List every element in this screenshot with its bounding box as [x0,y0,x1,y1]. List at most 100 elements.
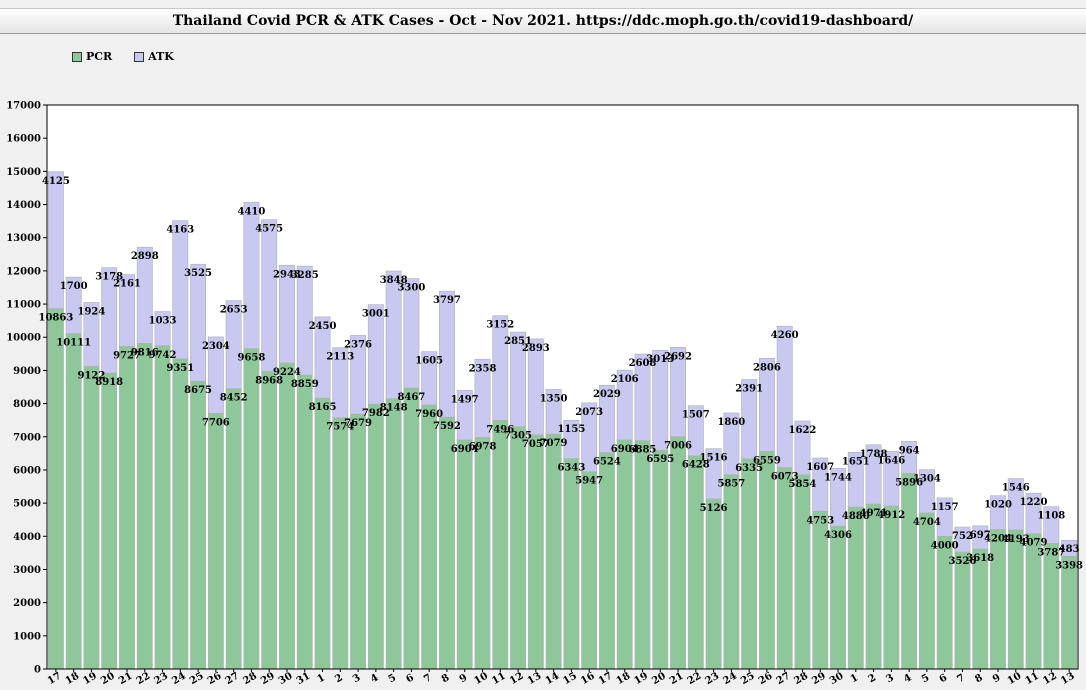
data-label-atk: 964 [899,445,920,456]
legend: PCR ATK [72,50,174,63]
data-label-pcr: 5896 [895,477,923,488]
bar-pcr [279,362,295,670]
data-label-atk: 2391 [735,384,763,395]
data-label-atk: 1157 [931,502,959,513]
data-label-atk: 2029 [593,389,621,400]
data-label-pcr: 8467 [397,392,425,403]
data-label-atk: 2898 [131,251,159,262]
bar-atk [954,526,971,553]
data-label-atk: 3013 [646,354,674,365]
data-label-pcr: 5854 [789,479,817,490]
y-tick-label: 9000 [13,366,41,377]
data-label-atk: 4575 [255,224,283,235]
x-tick-label: 4 [902,672,914,685]
bar-atk [332,347,349,419]
bar-atk [279,265,295,364]
bar-pcr [332,417,349,670]
bar-atk [403,278,420,389]
data-label-pcr: 9727 [113,350,141,361]
data-label-atk: 2113 [326,352,354,363]
data-label-pcr: 4306 [824,530,852,541]
data-label-pcr: 6428 [682,460,710,471]
bar-atk [367,304,384,405]
bar-pcr [883,505,900,670]
data-label-pcr: 7982 [362,408,390,419]
x-tick-label: 11 [490,671,508,687]
data-label-atk: 3300 [397,283,425,294]
bar-atk [598,384,615,453]
data-label-atk: 4163 [166,225,194,236]
data-label-pcr: 10863 [38,313,73,324]
y-tick-label: 17000 [6,101,41,112]
bar-pcr [296,374,313,670]
bar-pcr [47,308,64,670]
data-label-pcr: 9351 [166,363,194,374]
bar-atk [172,220,189,360]
data-label-pcr: 6978 [469,441,497,452]
bar-atk [670,346,686,437]
bar-atk [136,246,153,344]
bar-pcr [687,455,704,670]
data-label-atk: 3178 [95,272,123,283]
data-label-pcr: 9224 [273,367,301,378]
bar-pcr [563,458,580,670]
data-label-atk: 1033 [149,316,177,327]
legend-label-atk: ATK [148,50,174,63]
data-label-atk: 752 [952,531,973,542]
y-tick-label: 14000 [6,200,41,211]
data-label-atk: 2073 [575,407,603,418]
x-tick-label: 5 [920,672,932,685]
data-label-pcr: 4753 [806,515,834,526]
bar-pcr [741,458,758,670]
x-tick-label: 21 [668,671,686,687]
data-label-atk: 2376 [344,339,372,350]
data-label-pcr: 6335 [735,463,763,474]
bar-atk [350,335,367,415]
x-tick-label: 17 [46,671,64,688]
x-tick-label: 18 [64,671,82,688]
bar-atk [918,469,935,514]
bar-pcr [403,387,420,670]
data-label-pcr: 6524 [593,457,621,468]
data-label-pcr: 8918 [95,377,123,388]
x-tick-label: 25 [188,671,206,688]
x-tick-label: 23 [704,671,722,688]
x-tick-label: 2 [867,672,879,685]
x-tick-label: 2 [333,672,345,685]
bar-atk [1043,506,1060,544]
data-label-pcr: 9122 [78,370,106,381]
bar-atk [261,219,278,372]
data-label-atk: 1020 [984,500,1012,511]
y-tick-label: 0 [34,665,41,676]
data-label-atk: 1605 [415,356,443,367]
data-label-atk: 1304 [913,474,941,485]
bar-atk [847,452,864,508]
bar-atk [492,315,509,421]
x-tick-label: 12 [508,671,526,688]
y-tick-label: 7000 [13,432,41,443]
data-label-pcr: 10111 [56,338,91,349]
bar-pcr [65,333,82,670]
x-tick-label: 26 [757,671,775,688]
y-tick-label: 1000 [13,631,41,642]
data-label-pcr: 3787 [1037,547,1065,558]
bar-atk [439,290,455,418]
bar-atk [1061,539,1078,557]
data-label-pcr: 4971 [860,508,888,519]
data-label-pcr: 6343 [557,463,585,474]
y-tick-label: 3000 [13,565,41,576]
x-tick-label: 7 [422,672,434,685]
bar-atk [990,495,1006,530]
data-label-atk: 1497 [451,394,479,405]
data-label-pcr: 9816 [131,347,159,358]
data-label-pcr: 3526 [949,556,977,567]
x-tick-label: 15 [561,671,579,688]
x-tick-label: 25 [739,671,757,688]
bar-atk [527,338,544,436]
x-tick-label: 21 [117,671,135,687]
data-label-atk: 1700 [60,281,88,292]
bar-atk [616,369,633,441]
data-label-atk: 2851 [504,336,532,347]
bar-pcr [367,403,384,670]
